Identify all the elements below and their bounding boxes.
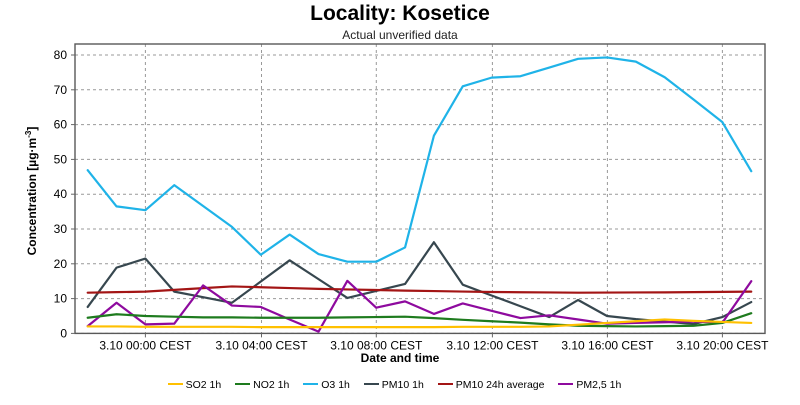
svg-text:40: 40 — [54, 187, 68, 201]
svg-text:20: 20 — [54, 257, 68, 271]
svg-text:60: 60 — [54, 118, 68, 132]
svg-text:70: 70 — [54, 83, 68, 97]
svg-text:0: 0 — [60, 326, 67, 340]
svg-text:30: 30 — [54, 222, 68, 236]
svg-text:10: 10 — [54, 292, 68, 306]
svg-text:80: 80 — [54, 48, 68, 62]
svg-text:50: 50 — [54, 152, 68, 166]
